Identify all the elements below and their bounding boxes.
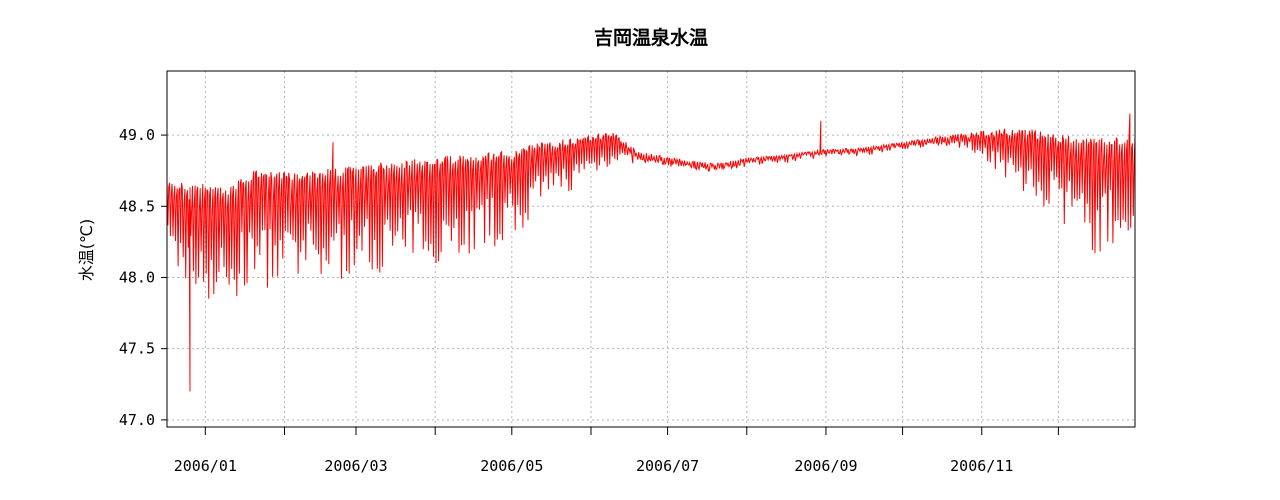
- temperature-line: [166, 113, 1136, 392]
- y-tick-label: 47.5: [119, 340, 155, 358]
- y-tick-label: 48.0: [119, 268, 155, 286]
- x-tick-label: 2006/03: [324, 457, 387, 475]
- x-tick-label: 2006/05: [480, 457, 543, 475]
- x-tick-label: 2006/01: [174, 457, 237, 475]
- x-axis: 2006/01 2006/03 2006/05 2006/07 2006/09 2006/…: [174, 427, 1059, 475]
- y-axis-label: 水温(℃): [77, 219, 96, 281]
- grid: [167, 71, 1135, 427]
- x-tick-label: 2006/11: [950, 457, 1013, 475]
- y-tick-label: 49.0: [119, 126, 155, 144]
- x-tick-label: 2006/09: [794, 457, 857, 475]
- temperature-series: [166, 113, 1136, 392]
- x-tick-label: 2006/07: [636, 457, 699, 475]
- chart-title: 吉岡温泉水温: [594, 26, 708, 49]
- y-tick-label: 48.5: [119, 197, 155, 215]
- y-tick-label: 47.0: [119, 411, 155, 429]
- plot-frame: [166, 70, 1136, 428]
- y-axis: 47.0 47.5 48.0 48.5 49.0: [119, 126, 167, 429]
